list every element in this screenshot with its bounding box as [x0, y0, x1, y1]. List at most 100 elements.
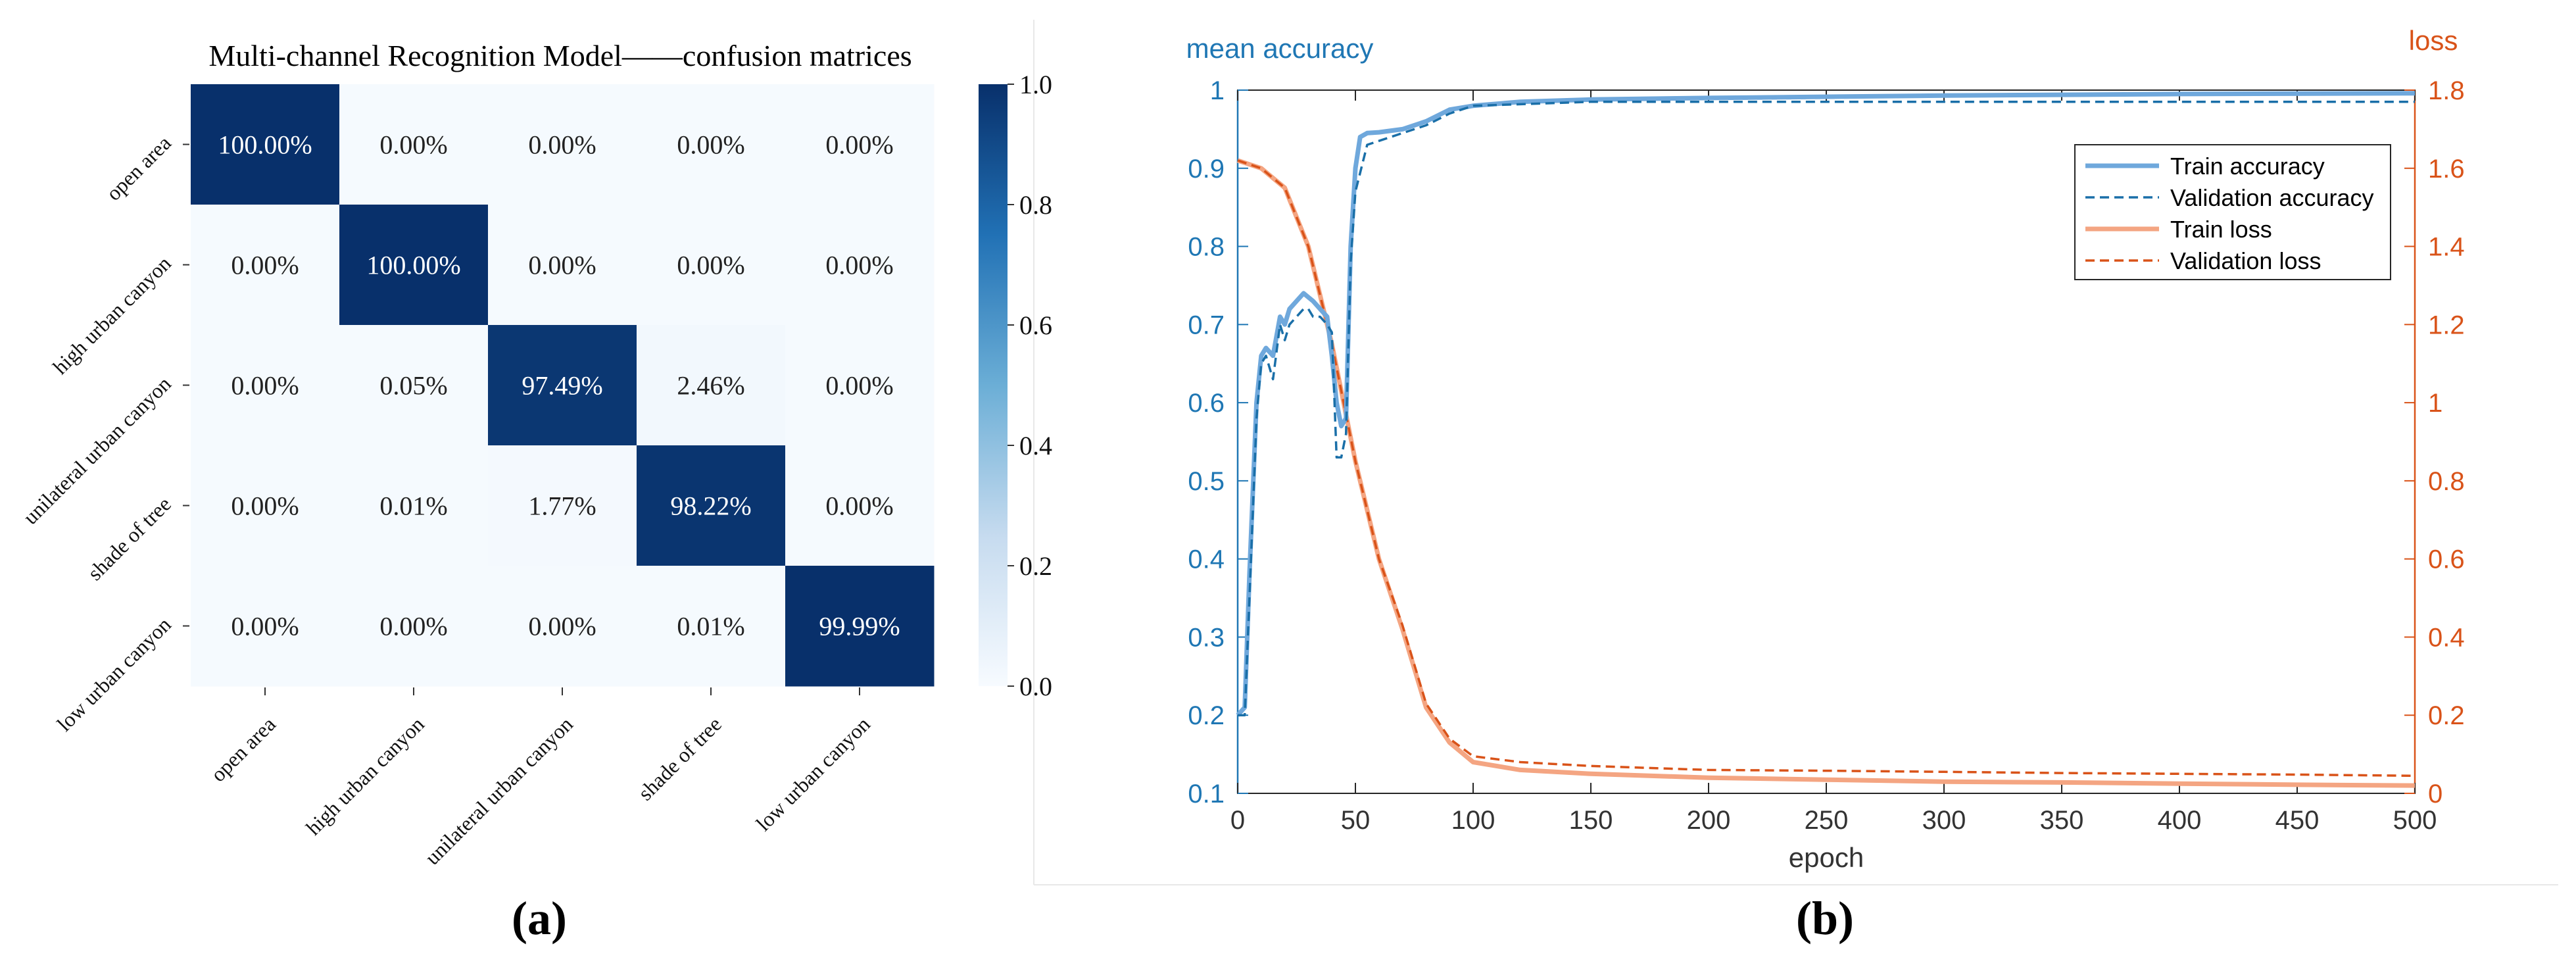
matrix-cell — [339, 325, 489, 446]
y-right-tick-label: 1.2 — [2428, 311, 2465, 339]
col-label: unilateral urban canyon — [420, 712, 577, 869]
matrix-cell-value: 0.00% — [825, 251, 893, 280]
y-right-tick-label: 0 — [2428, 780, 2442, 808]
legend-label: Validation loss — [2170, 247, 2321, 274]
y-right-tick-label: 1 — [2428, 389, 2442, 418]
matrix-cell-value: 1.77% — [528, 491, 596, 521]
matrix-cell-value: 98.22% — [670, 491, 751, 521]
matrix-cell — [637, 84, 786, 205]
matrix-cell — [191, 325, 340, 446]
row-label: high urban canyon — [48, 251, 176, 379]
matrix-cell — [488, 205, 637, 326]
matrix-cell-value: 0.00% — [231, 371, 299, 401]
x-tick-label: 500 — [2393, 806, 2437, 835]
x-tick-label: 0 — [1230, 806, 1245, 835]
y-left-tick-label: 0.8 — [1188, 233, 1225, 262]
x-tick-label: 250 — [1805, 806, 1849, 835]
confusion-matrix-panel: Multi-channel Recognition Model——confusi… — [18, 39, 1052, 945]
matrix-cell — [488, 84, 637, 205]
legend-label: Validation accuracy — [2170, 184, 2374, 211]
colorbar-tick-label: 0.8 — [1019, 190, 1052, 220]
matrix-cell-value: 0.00% — [825, 130, 893, 160]
right-axis-label: loss — [2409, 25, 2458, 56]
colorbar-tick-label: 0.2 — [1019, 551, 1052, 581]
x-tick-label: 300 — [1922, 806, 1966, 835]
colorbar-tick-label: 0.0 — [1019, 672, 1052, 701]
matrix-cell-value: 0.00% — [825, 371, 893, 401]
col-label: shade of tree — [633, 712, 726, 805]
matrix-cell-value: 99.99% — [819, 612, 900, 641]
matrix-cell — [488, 325, 637, 446]
x-tick-label: 450 — [2275, 806, 2320, 835]
colorbar-tick-label: 1.0 — [1019, 70, 1052, 99]
matrix-cell — [785, 325, 935, 446]
colorbar — [979, 84, 1008, 686]
matrix-cell-value: 100.00% — [218, 130, 312, 160]
x-tick-label: 150 — [1569, 806, 1613, 835]
matrix-cell — [339, 205, 489, 326]
y-left-tick-label: 0.7 — [1188, 311, 1225, 339]
y-left-tick-label: 0.5 — [1188, 467, 1225, 496]
matrix-cell — [785, 445, 935, 566]
x-tick-label: 400 — [2158, 806, 2202, 835]
legend-label: Train loss — [2170, 216, 2272, 243]
x-tick-label: 350 — [2040, 806, 2084, 835]
x-tick-label: 100 — [1451, 806, 1495, 835]
row-label: low urban canyon — [52, 612, 176, 736]
matrix-cell-value: 0.01% — [677, 612, 744, 641]
matrix-cell — [339, 84, 489, 205]
matrix-cell — [191, 84, 340, 205]
y-left-tick-label: 0.4 — [1188, 545, 1225, 574]
y-left-tick-label: 0.3 — [1188, 623, 1225, 652]
y-right-tick-label: 0.4 — [2428, 623, 2465, 652]
x-axis-label: epoch — [1789, 842, 1864, 873]
matrix-cell-value: 0.05% — [379, 371, 447, 401]
training-curves-panel: 0 50 100 150 200 250 300 350 400 450 500 1 0.9 0.8 0.7… — [1186, 25, 2465, 945]
left-axis-label: mean accuracy — [1186, 33, 1374, 64]
panel-label-a: (a) — [512, 892, 567, 945]
x-tick-label: 200 — [1687, 806, 1731, 835]
series-line-validation-accuracy — [1238, 101, 2415, 716]
y-left-tick-label: 0.9 — [1188, 155, 1225, 184]
matrix-cell-value: 0.00% — [231, 491, 299, 521]
matrix-cell — [785, 205, 935, 326]
col-label: high urban canyon — [301, 712, 429, 839]
matrix-cell — [191, 445, 340, 566]
matrix-cell — [637, 445, 786, 566]
y-right-tick-label: 1.6 — [2428, 155, 2465, 184]
row-label: shade of tree — [83, 492, 176, 585]
legend-label: Train accuracy — [2170, 153, 2325, 180]
row-label: open area — [101, 131, 176, 205]
matrix-cell-value: 0.00% — [677, 130, 744, 160]
y-right-tick-label: 1.8 — [2428, 76, 2465, 105]
y-right-tick-label: 0.8 — [2428, 467, 2465, 496]
col-label: low urban canyon — [751, 712, 875, 835]
y-left-tick-label: 1 — [1210, 76, 1225, 105]
matrix-cell-value: 0.00% — [231, 251, 299, 280]
matrix-cell — [191, 205, 340, 326]
matrix-cell-value: 97.49% — [522, 371, 602, 401]
matrix-cell-value: 100.00% — [366, 251, 460, 280]
x-tick-label: 50 — [1341, 806, 1371, 835]
matrix-cell-value: 0.00% — [379, 612, 447, 641]
matrix-cell-value: 0.00% — [677, 251, 744, 280]
matrix-cell — [339, 445, 489, 566]
panel-label-b: (b) — [1796, 892, 1854, 945]
colorbar-tick-label: 0.4 — [1019, 431, 1052, 460]
matrix-cell — [637, 566, 786, 687]
matrix-cell — [191, 566, 340, 687]
matrix-cell — [488, 445, 637, 566]
y-left-tick-label: 0.2 — [1188, 701, 1225, 730]
y-right-tick-label: 0.6 — [2428, 545, 2465, 574]
matrix-cell — [637, 205, 786, 326]
col-label: open area — [206, 712, 280, 786]
matrix-cell-value: 0.00% — [528, 251, 596, 280]
matrix-cell-value: 2.46% — [677, 371, 744, 401]
confusion-matrix-title: Multi-channel Recognition Model——confusi… — [208, 39, 911, 72]
y-right-tick-label: 0.2 — [2428, 701, 2465, 730]
matrix-cell — [637, 325, 786, 446]
matrix-cell — [339, 566, 489, 687]
matrix-cell-value: 0.00% — [825, 491, 893, 521]
matrix-cell — [488, 566, 637, 687]
